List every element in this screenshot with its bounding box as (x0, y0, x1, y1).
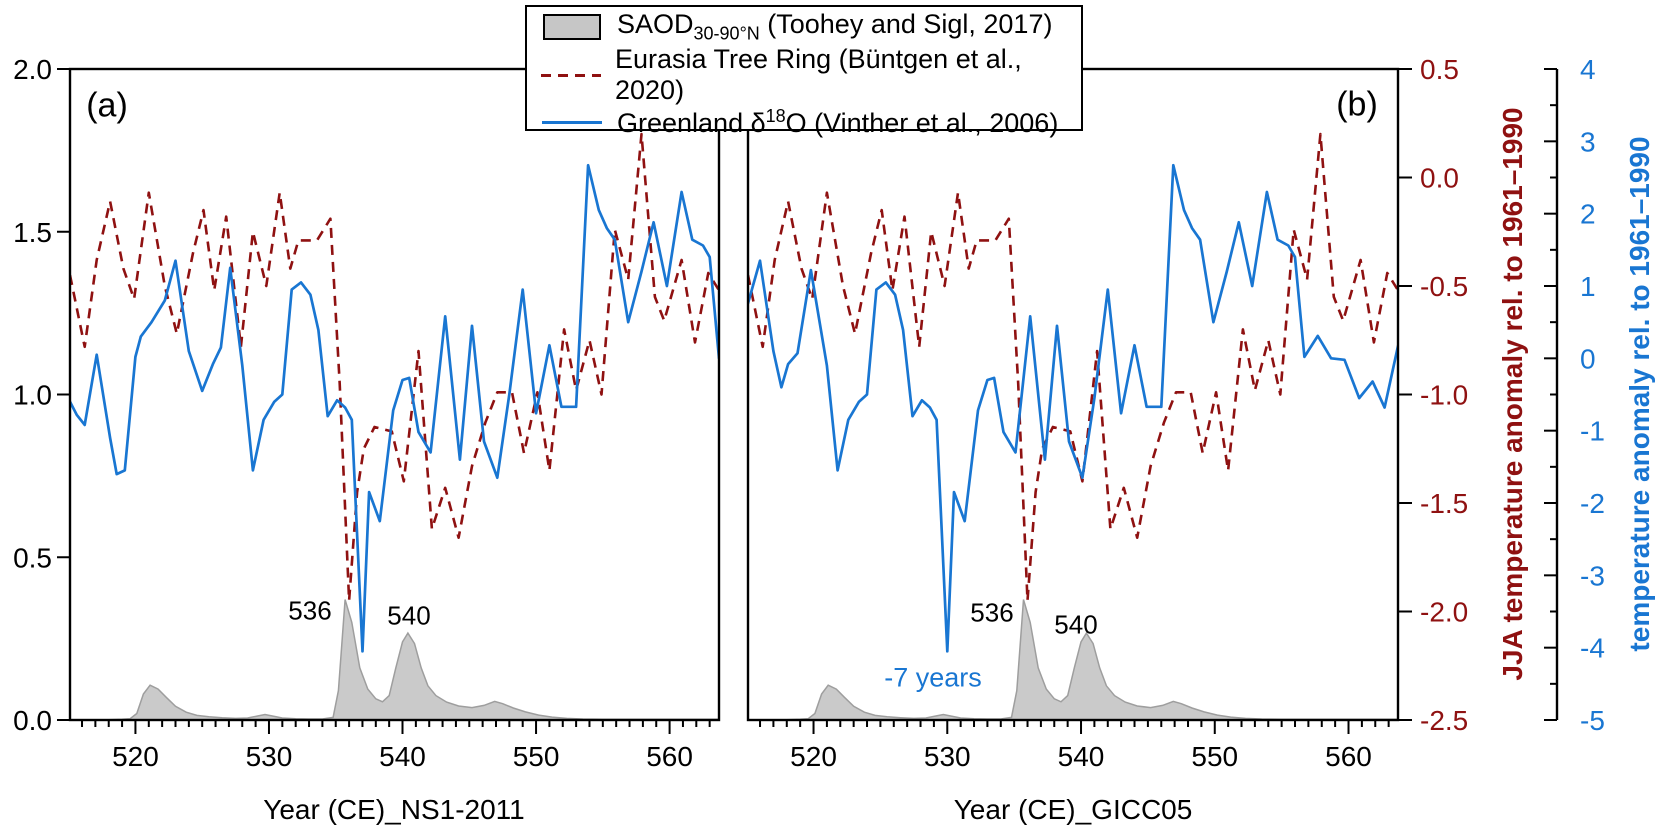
legend-box: SAOD30-90°N (Toohey and Sigl, 2017) Eura… (525, 5, 1083, 138)
legend-entry-saod: SAOD30-90°N (Toohey and Sigl, 2017) (541, 9, 1081, 44)
x-tick-label-530: 530 (924, 741, 971, 772)
greenland-series-b (748, 163, 1398, 653)
annotation-minus-7-years: -7 years (884, 662, 982, 693)
x-tick-label-540: 540 (1058, 741, 1105, 772)
blue-axis: 4 3 2 1 0 -1 -2 -3 -4 -5 (1544, 54, 1605, 736)
blue-tick-label: 2 (1580, 199, 1596, 230)
greenland-series-a (70, 163, 719, 653)
x-tick-label-530: 530 (246, 741, 293, 772)
left-tick-label: 1.5 (13, 217, 52, 248)
x-tick-label-550: 550 (1191, 741, 1238, 772)
panel-a-plot-area (70, 132, 719, 720)
left-axis-ticks: 0.0 0.5 1.0 1.5 2.0 (13, 54, 70, 736)
annotation-536-panel-a: 536 (288, 595, 332, 626)
annotation-536-panel-b: 536 (970, 597, 1014, 628)
red-tick-label: 0.5 (1420, 54, 1459, 85)
red-tick-label: -2.0 (1420, 597, 1468, 628)
annotation-540-panel-a: 540 (387, 600, 431, 631)
solid-line-swatch-icon (541, 121, 603, 125)
blue-tick-label: -5 (1580, 705, 1605, 736)
legend-label-tree-ring: Eurasia Tree Ring (Büntgen et al., 2020) (615, 44, 1022, 106)
red-y-axis-title: JJA temperature anomaly rel. to 1961–199… (1497, 107, 1528, 681)
legend-label-saod: SAOD30-90°N (Toohey and Sigl, 2017) (617, 9, 1053, 44)
annotation-540-panel-b: 540 (1054, 609, 1098, 640)
legend-entry-tree-ring: Eurasia Tree Ring (Büntgen et al., 2020) (541, 44, 1081, 106)
x-axis-ticks-b: 520 530 540 550 560 (759, 720, 1390, 772)
left-tick-label: 1.0 (13, 380, 52, 411)
red-tick-label: 0.0 (1420, 163, 1459, 194)
red-tick-label: -0.5 (1420, 271, 1468, 302)
saod-area-series-a (70, 599, 719, 720)
x-tick-label-520: 520 (112, 741, 159, 772)
dashed-line-swatch-icon (541, 73, 601, 77)
blue-tick-label: 0 (1580, 343, 1596, 374)
blue-tick-label: -4 (1580, 633, 1605, 664)
tree-ring-series-a (70, 132, 719, 602)
x-axis-title-panel-b: Year (CE)_GICC05 (953, 794, 1193, 825)
blue-tick-label: -1 (1580, 416, 1605, 447)
x-tick-label-520: 520 (790, 741, 837, 772)
x-axis-ticks-a: 520 530 540 550 560 (81, 720, 711, 772)
tree-ring-series-b (748, 132, 1398, 602)
panel-a-letter: (a) (86, 86, 128, 125)
x-tick-label-550: 550 (513, 741, 560, 772)
red-tick-label: -2.5 (1420, 705, 1468, 736)
panel-b-plot-area (748, 132, 1398, 720)
blue-tick-label: 3 (1580, 126, 1596, 157)
blue-tick-label: -2 (1580, 488, 1605, 519)
x-tick-label-560: 560 (646, 741, 693, 772)
blue-tick-label: 4 (1580, 54, 1596, 85)
blue-y-axis-title: temperature anomaly rel. to 1961–1990 (1624, 136, 1655, 652)
left-tick-label: 2.0 (13, 54, 52, 85)
saod-area-series-b (748, 599, 1398, 720)
saod-area-swatch-icon (541, 13, 603, 40)
legend-label-greenland: Greenland δ18O (Vinther et al., 2006) (617, 106, 1059, 139)
blue-tick-label: -3 (1580, 560, 1605, 591)
legend-entry-greenland: Greenland δ18O (Vinther et al., 2006) (541, 106, 1081, 139)
x-tick-label-560: 560 (1325, 741, 1372, 772)
left-tick-label: 0.0 (13, 705, 52, 736)
left-tick-label: 0.5 (13, 542, 52, 573)
x-tick-label-540: 540 (379, 741, 426, 772)
red-tick-label: -1.0 (1420, 380, 1468, 411)
blue-tick-label: 1 (1580, 271, 1596, 302)
red-axis-ticks: 0.5 0.0 -0.5 -1.0 -1.5 -2.0 -2.5 (1398, 54, 1468, 736)
x-axis-title-panel-a: Year (CE)_NS1-2011 (263, 794, 525, 825)
panel-b-letter: (b) (1336, 85, 1378, 124)
red-tick-label: -1.5 (1420, 488, 1468, 519)
